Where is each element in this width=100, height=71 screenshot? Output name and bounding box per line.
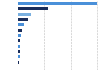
Bar: [18, 45, 20, 48]
Bar: [18, 2, 97, 5]
Bar: [18, 34, 21, 37]
Bar: [18, 61, 19, 64]
Bar: [18, 7, 48, 10]
Bar: [18, 55, 20, 58]
Bar: [18, 13, 30, 16]
Bar: [18, 23, 24, 26]
Bar: [18, 18, 28, 21]
Bar: [18, 50, 20, 53]
Bar: [18, 29, 22, 32]
Bar: [18, 39, 20, 42]
